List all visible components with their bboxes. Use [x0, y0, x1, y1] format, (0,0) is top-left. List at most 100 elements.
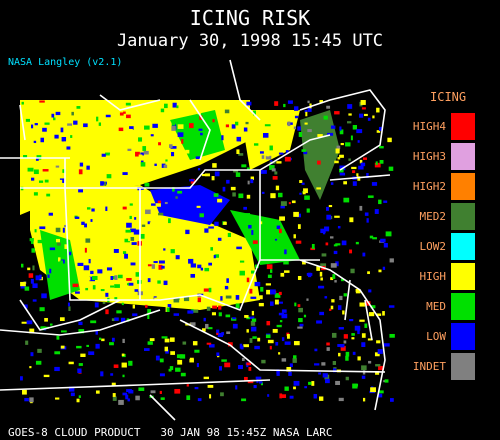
- cloud-pixel: [359, 205, 363, 211]
- cloud-pixel: [37, 239, 44, 244]
- cloud-pixel: [177, 124, 184, 129]
- cloud-pixel: [330, 305, 334, 310]
- cloud-pixel: [173, 297, 180, 303]
- cloud-pixel: [278, 312, 284, 316]
- cloud-pixel: [216, 147, 222, 150]
- cloud-pixel: [278, 291, 282, 296]
- cloud-pixel: [204, 228, 209, 233]
- cloud-pixel: [200, 132, 203, 136]
- cloud-pixel: [180, 372, 186, 377]
- cloud-pixel: [225, 124, 230, 128]
- cloud-pixel: [267, 339, 274, 344]
- cloud-pixel: [320, 277, 323, 281]
- cloud-pixel: [337, 225, 341, 229]
- cloud-pixel: [78, 363, 83, 366]
- cloud-pixel: [175, 255, 180, 260]
- cloud-pixel: [155, 203, 161, 207]
- cloud-pixel: [357, 356, 361, 361]
- cloud-pixel: [177, 359, 183, 365]
- cloud-pixel: [209, 394, 212, 399]
- cloud-pixel: [278, 228, 282, 234]
- cloud-pixel: [244, 376, 248, 381]
- cloud-pixel: [87, 277, 91, 281]
- cloud-pixel: [29, 366, 32, 369]
- cloud-pixel: [235, 172, 241, 177]
- cloud-pixel: [110, 285, 115, 288]
- cloud-pixel: [60, 127, 64, 133]
- cloud-pixel: [81, 221, 85, 225]
- cloud-pixel: [149, 338, 155, 342]
- cloud-pixel: [327, 216, 330, 219]
- legend-swatch: [451, 353, 475, 380]
- cloud-pixel: [130, 262, 136, 266]
- boundaries: [0, 59, 391, 421]
- cloud-pixel: [246, 277, 250, 283]
- cloud-pixel: [278, 192, 283, 198]
- cloud-pixel: [95, 343, 100, 349]
- cloud-pixel: [368, 312, 375, 317]
- cloud-pixel: [205, 323, 209, 329]
- cloud-pixel: [78, 169, 83, 175]
- cloud-pixel: [47, 274, 50, 278]
- cloud-pixel: [252, 240, 258, 244]
- cloud-pixel: [377, 349, 383, 354]
- cloud-pixel: [224, 285, 229, 290]
- cloud-pixel: [359, 113, 364, 118]
- cloud-pixel: [33, 192, 38, 196]
- cloud-pixel: [351, 337, 355, 340]
- cloud-pixel: [339, 168, 344, 173]
- cloud-pixel: [350, 135, 353, 141]
- cloud-field: [20, 100, 395, 405]
- cloud-pixel: [335, 148, 340, 154]
- cloud-pixel: [105, 206, 108, 211]
- cloud-pixel: [362, 252, 366, 257]
- cloud-pixel: [72, 222, 79, 228]
- cloud-pixel: [243, 206, 247, 210]
- cloud-pixel: [293, 234, 296, 239]
- cloud-area: [170, 110, 225, 160]
- cloud-pixel: [270, 301, 274, 306]
- cloud-pixel: [267, 110, 272, 113]
- cloud-pixel: [322, 373, 328, 378]
- cloud-pixel: [37, 348, 42, 353]
- cloud-pixel: [324, 226, 330, 232]
- legend-label: LOW: [426, 330, 446, 343]
- cloud-pixel: [253, 110, 256, 116]
- cloud-pixel: [304, 386, 308, 389]
- cloud-pixel: [368, 289, 372, 293]
- cloud-pixel: [147, 278, 151, 283]
- cloud-pixel: [361, 365, 367, 371]
- cloud-pixel: [21, 321, 28, 324]
- cloud-pixel: [375, 364, 381, 367]
- cloud-pixel: [266, 152, 270, 157]
- cloud-pixel: [102, 301, 106, 304]
- cloud-pixel: [152, 123, 158, 128]
- cloud-pixel: [177, 132, 184, 137]
- cloud-pixel: [128, 360, 133, 366]
- cloud-pixel: [251, 230, 254, 235]
- cloud-pixel: [207, 100, 210, 105]
- cloud-pixel: [306, 208, 310, 213]
- cloud-pixel: [21, 101, 24, 105]
- cloud-pixel: [221, 332, 225, 336]
- cloud-pixel: [349, 249, 353, 254]
- cloud-pixel: [169, 366, 174, 370]
- legend-label: HIGH2: [412, 180, 446, 193]
- cloud-pixel: [281, 358, 287, 362]
- cloud-pixel: [200, 267, 204, 271]
- cloud-pixel: [303, 314, 307, 318]
- cloud-pixel: [337, 305, 342, 310]
- cloud-pixel: [388, 305, 395, 308]
- legend-label: LOW2: [419, 240, 447, 253]
- cloud-pixel: [131, 242, 137, 245]
- cloud-pixel: [114, 284, 120, 288]
- cloud-pixel: [354, 325, 361, 331]
- cloud-pixel: [276, 324, 282, 328]
- cloud-pixel: [254, 345, 260, 350]
- cloud-pixel: [274, 299, 279, 305]
- cloud-pixel: [129, 203, 133, 206]
- cloud-pixel: [83, 265, 90, 271]
- cloud-pixel: [317, 160, 321, 165]
- cloud-pixel: [251, 326, 257, 332]
- cloud-pixel: [293, 355, 297, 359]
